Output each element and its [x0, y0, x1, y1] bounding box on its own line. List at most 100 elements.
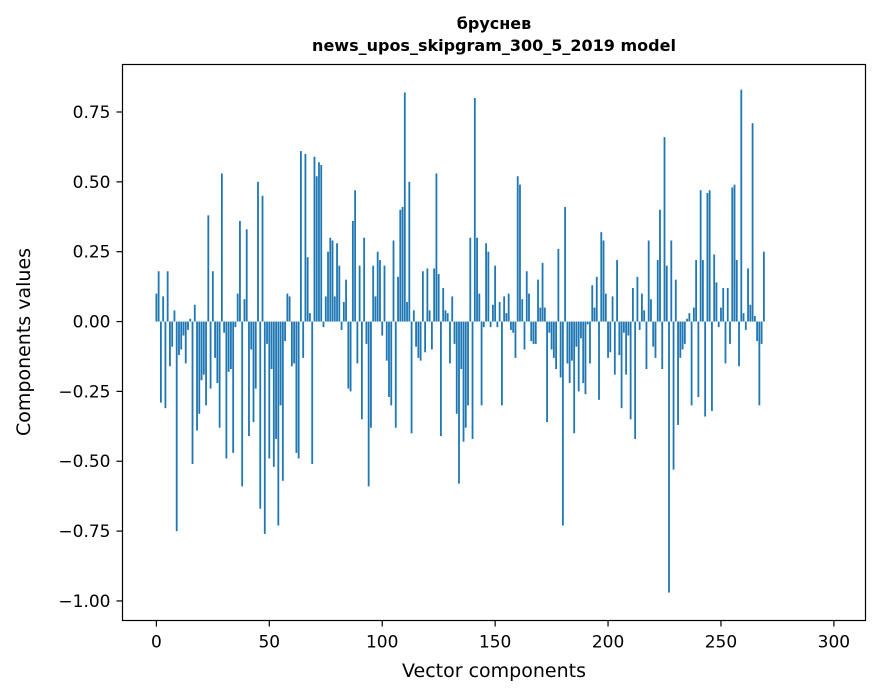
bar-component-64	[300, 151, 302, 322]
bar-component-212	[634, 321, 637, 439]
bar-component-83	[342, 301, 345, 322]
bar-component-165	[528, 293, 530, 322]
bar-component-178	[557, 248, 560, 322]
bar-component-105	[392, 240, 395, 322]
bar-component-173	[546, 321, 548, 423]
bar-component-202	[611, 296, 614, 322]
bar-component-142	[476, 237, 478, 322]
bar-component-66	[304, 153, 307, 322]
y-tick-label: −0.75	[58, 522, 110, 542]
bar-component-184	[571, 321, 573, 361]
bar-component-236	[688, 313, 691, 322]
bar-component-226	[665, 265, 668, 322]
bar-component-0	[155, 293, 158, 322]
bar-component-49	[266, 321, 268, 344]
bar-component-220	[652, 321, 655, 347]
bar-component-75	[324, 296, 327, 322]
bar-component-225	[663, 137, 666, 322]
bar-component-265	[753, 315, 756, 322]
bar-component-58	[286, 293, 289, 322]
bar-component-240	[697, 321, 700, 397]
bar-component-162	[521, 299, 524, 322]
bar-component-78	[331, 240, 334, 322]
bar-component-250	[720, 307, 722, 322]
bar-component-80	[336, 243, 338, 322]
bar-component-210	[629, 321, 632, 420]
bar-component-95	[370, 321, 372, 428]
bar-component-205	[618, 321, 621, 356]
bar-component-60	[290, 321, 293, 367]
bar-component-144	[480, 321, 483, 406]
bar-component-11	[180, 321, 183, 350]
bar-component-76	[327, 251, 329, 322]
bar-component-81	[338, 265, 341, 322]
bar-component-222	[656, 260, 659, 322]
bar-component-197	[600, 232, 603, 322]
bar-component-194	[593, 307, 596, 322]
bar-component-29	[220, 173, 223, 322]
bar-component-97	[374, 296, 377, 322]
bar-component-200	[607, 321, 609, 358]
bar-component-31	[225, 321, 228, 459]
bar-component-254	[729, 321, 731, 344]
y-tick-label: −1.00	[58, 592, 110, 612]
bar-component-79	[333, 296, 336, 322]
bar-component-100	[381, 321, 384, 336]
bar-component-259	[740, 89, 743, 322]
bar-component-152	[498, 301, 501, 322]
bar-component-217	[645, 321, 648, 370]
bar-component-157	[510, 321, 512, 330]
bar-component-39	[243, 299, 246, 322]
bar-component-2	[159, 321, 162, 403]
bar-component-201	[609, 321, 612, 353]
bar-component-150	[494, 265, 497, 322]
y-tick-label: 0.25	[73, 243, 111, 263]
bar-component-177	[555, 321, 558, 370]
bar-component-199	[604, 293, 607, 322]
bar-component-37	[239, 220, 241, 322]
bar-component-140	[471, 321, 474, 439]
bar-component-241	[699, 190, 702, 322]
bar-component-133	[455, 321, 458, 414]
bar-component-103	[388, 321, 390, 397]
bar-component-189	[582, 321, 585, 384]
bar-component-263	[749, 304, 752, 322]
bar-component-139	[469, 237, 472, 322]
bar-component-143	[478, 293, 481, 322]
bar-component-36	[236, 293, 239, 322]
y-tick-label: −0.25	[58, 382, 110, 402]
bar-component-180	[561, 321, 564, 526]
bar-component-87	[351, 220, 354, 322]
bar-component-127	[442, 288, 445, 322]
bar-component-224	[661, 321, 664, 370]
bar-component-90	[358, 265, 361, 322]
bar-component-269	[762, 251, 765, 322]
bar-component-130	[449, 321, 451, 364]
bar-component-110	[403, 92, 406, 322]
bar-component-62	[295, 321, 298, 453]
bar-component-231	[677, 321, 679, 425]
bar-component-223	[659, 209, 661, 322]
bar-component-195	[595, 276, 598, 322]
bar-component-185	[573, 321, 576, 434]
bar-component-42	[250, 321, 253, 350]
bar-component-82	[340, 321, 343, 330]
bar-component-249	[717, 321, 720, 328]
bar-component-25	[211, 271, 214, 322]
bar-component-22	[205, 321, 207, 406]
bar-component-114	[412, 310, 415, 322]
bar-component-153	[501, 321, 503, 406]
bar-component-137	[464, 321, 467, 428]
bar-component-229	[672, 321, 675, 470]
bar-component-32	[227, 321, 230, 372]
bar-component-196	[598, 321, 600, 400]
bar-component-55	[279, 321, 282, 406]
bar-component-193	[591, 285, 594, 322]
bar-component-192	[589, 321, 591, 364]
bar-component-260	[742, 313, 745, 322]
bar-component-146	[485, 243, 487, 322]
bar-component-27	[216, 321, 219, 384]
bar-component-38	[241, 321, 244, 487]
bar-component-160	[516, 176, 519, 322]
